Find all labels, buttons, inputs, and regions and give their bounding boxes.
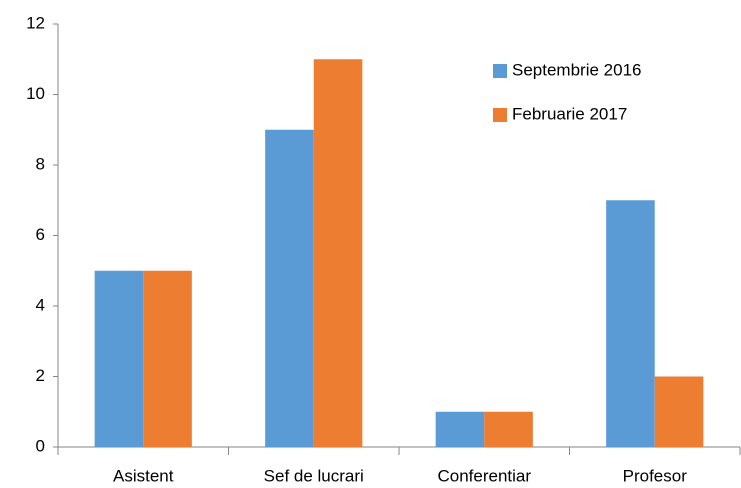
legend-swatch	[493, 108, 507, 122]
bar	[435, 411, 485, 447]
y-tick-label: 10	[26, 84, 45, 103]
y-tick-label: 8	[36, 154, 45, 173]
bar	[94, 270, 144, 447]
legend-label: Februarie 2017	[512, 104, 627, 123]
bar	[484, 411, 533, 447]
y-tick-label: 6	[36, 225, 45, 244]
bar	[606, 200, 655, 447]
x-tick-label: Conferentiar	[437, 466, 531, 485]
x-tick-label: Asistent	[113, 466, 174, 485]
y-tick-label: 4	[36, 295, 45, 314]
bar	[143, 270, 192, 447]
x-tick-label: Sef de lucrari	[264, 466, 364, 485]
x-tick-label: Profesor	[623, 466, 688, 485]
legend-swatch	[493, 64, 507, 78]
y-tick-label: 0	[36, 436, 45, 455]
legend-label: Septembrie 2016	[512, 60, 641, 79]
y-tick-label: 2	[36, 366, 45, 385]
bar	[265, 129, 314, 447]
bar	[313, 59, 363, 447]
y-tick-label: 12	[26, 13, 45, 32]
bar	[654, 376, 704, 447]
